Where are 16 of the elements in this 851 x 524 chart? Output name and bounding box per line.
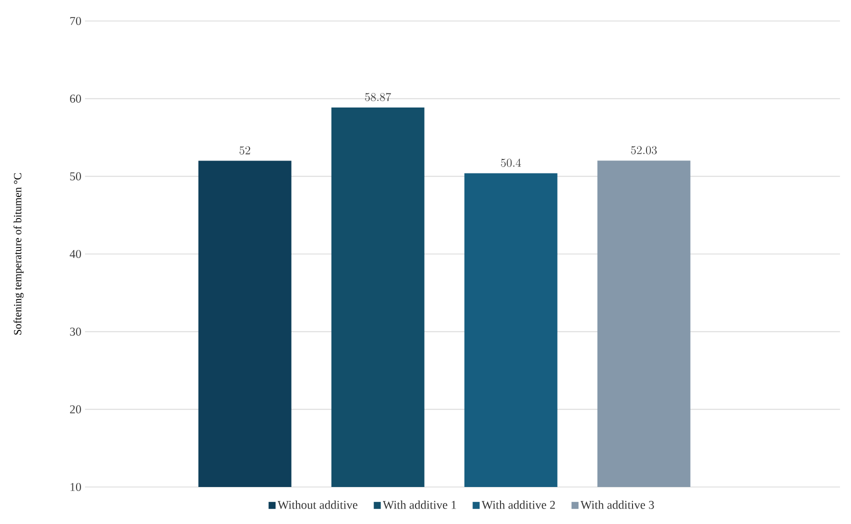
y-tick-label: 40: [70, 250, 82, 258]
y-tick-label: 70: [70, 16, 82, 26]
y-tick-label: 50: [70, 172, 82, 180]
legend-label: With additive 3: [580, 500, 654, 509]
data-label: 52: [240, 146, 250, 155]
data-label: 58.87: [365, 92, 392, 102]
data-label: 52.03: [631, 146, 657, 154]
data-label: 50.4: [501, 158, 521, 167]
legend-label: Without additive: [278, 500, 358, 509]
legend-label: With additive 2: [482, 500, 555, 509]
y-tick-label: 10: [70, 482, 82, 492]
legend-label: With additive 1: [382, 500, 456, 509]
y-tick-label: 30: [70, 328, 82, 336]
y-tick-label: 20: [70, 405, 82, 414]
y-axis-title: Softening temperature of bitumen °C: [14, 173, 24, 335]
y-tick-label: 60: [70, 94, 82, 103]
